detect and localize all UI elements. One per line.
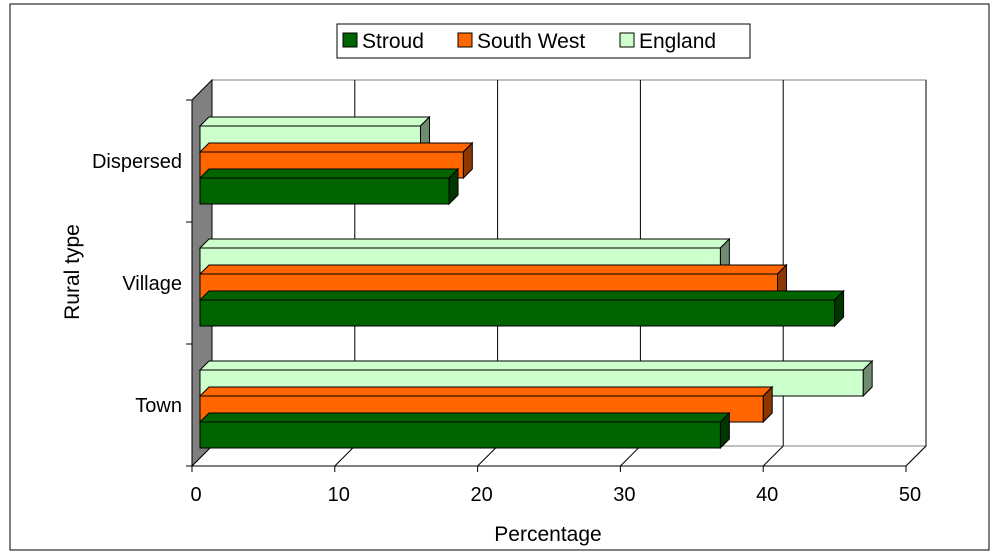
bar-top-face	[198, 360, 874, 371]
x-tick-label: 20	[470, 484, 492, 506]
legend: Stroud South West England	[336, 23, 751, 59]
legend-swatch-south-west	[457, 32, 473, 48]
floor-gridline	[905, 445, 927, 467]
x-axis-title: Percentage	[494, 523, 601, 546]
legend-label-england: England	[639, 30, 716, 53]
floor-gridline	[477, 445, 498, 467]
floor-gridline	[334, 445, 356, 467]
x-tick-label: 40	[756, 484, 778, 506]
plot-floor	[190, 445, 928, 467]
bar-top-face	[198, 142, 474, 153]
bar-top-face	[198, 386, 774, 397]
x-tick-label: 0	[190, 484, 201, 506]
bar-top-face	[198, 290, 845, 301]
legend-box	[336, 23, 751, 59]
floor-gridline	[620, 445, 641, 467]
bar-top-face	[198, 116, 431, 127]
bar-front-face	[199, 299, 836, 327]
bar-top-face	[198, 238, 731, 249]
legend-swatch-england	[619, 32, 635, 48]
y-category-label: Town	[135, 395, 182, 417]
legend-label-stroud: Stroud	[362, 30, 424, 53]
bar	[198, 289, 845, 328]
x-tick-label: 50	[899, 484, 921, 506]
bar-top-face	[198, 264, 788, 275]
legend-label-south-west: South West	[477, 30, 585, 53]
bar-top-face	[198, 168, 460, 179]
x-tick-label: 30	[613, 484, 635, 506]
bar	[198, 411, 731, 450]
floor-gridline	[762, 445, 784, 467]
bar-front-face	[199, 421, 721, 449]
legend-swatch-stroud	[342, 32, 358, 48]
bar-front-face	[199, 177, 450, 205]
y-category-label: Dispersed	[92, 151, 182, 173]
bar	[198, 167, 460, 206]
y-axis-title: Rural type	[61, 224, 84, 320]
y-category-label: Village	[122, 273, 182, 295]
x-tick-label: 10	[328, 484, 350, 506]
bar-top-face	[198, 412, 731, 423]
floor-gridline	[191, 445, 213, 467]
